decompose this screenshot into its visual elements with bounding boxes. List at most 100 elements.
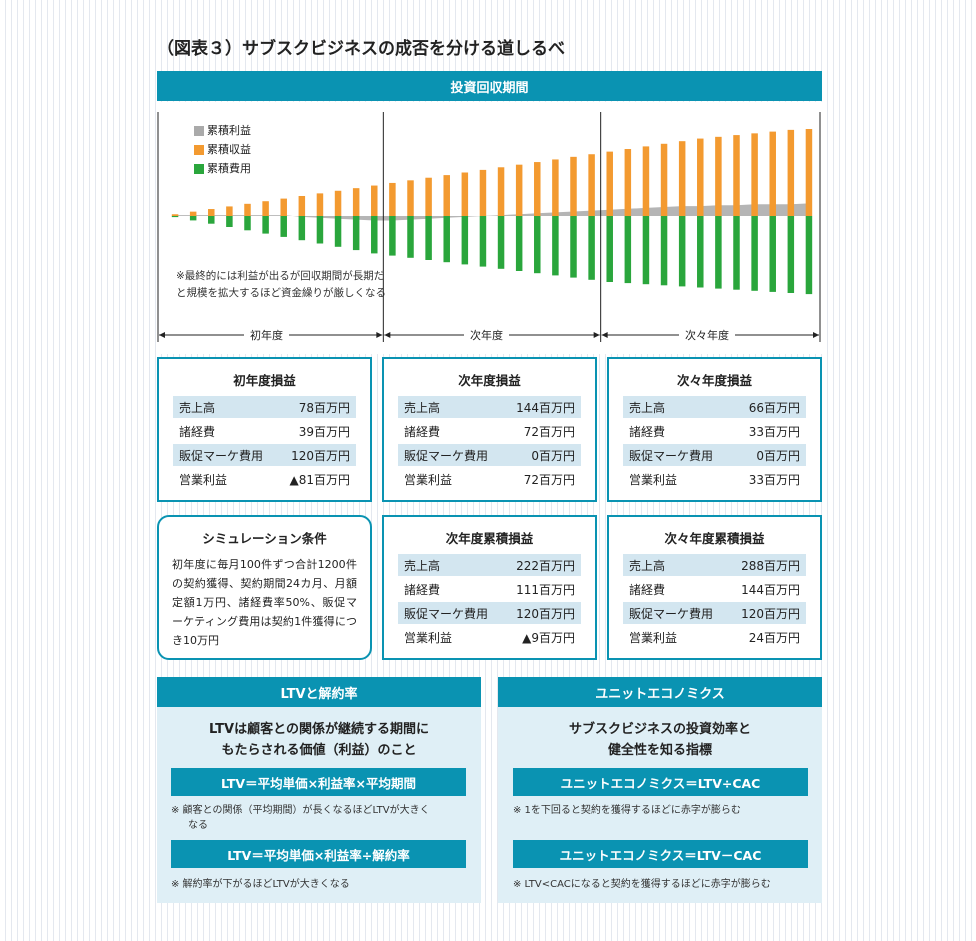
- row-label: 売上高: [629, 558, 666, 573]
- unit-note-ratio: ※ 1を下回ると契約を獲得するほどに赤字が膨らむ: [513, 805, 741, 816]
- row-label: 販促マーケ費用: [629, 606, 714, 621]
- revenue-bar: [280, 198, 287, 216]
- cost-bar: [298, 216, 306, 241]
- table-row: 営業利益 24百万円: [623, 626, 806, 648]
- table-row: 販促マーケ費用 0百万円: [398, 444, 581, 466]
- table-row: 販促マーケ費用 0百万円: [623, 444, 806, 466]
- revenue-bar: [407, 180, 414, 216]
- unit-note-difference: ※ LTV<CACになると契約を獲得するほどに赤字が膨らむ: [513, 879, 771, 890]
- row-value: 33百万円: [748, 424, 800, 439]
- legend-swatch-revenue: [194, 144, 204, 155]
- row-value: 33百万円: [748, 472, 800, 487]
- ltv-panel-header: LTVと解約率: [157, 677, 481, 707]
- table-row: 諸経費 39百万円: [173, 420, 356, 442]
- period-arrow-head-right: [376, 332, 383, 338]
- period-arrow-head-right: [813, 332, 819, 338]
- revenue-bar: [208, 209, 215, 216]
- row-label: 売上高: [179, 400, 216, 415]
- revenue-bar: [389, 182, 396, 216]
- ltv-lead-line1: LTVは顧客との関係が継続する期間に: [209, 722, 429, 737]
- cost-bar: [660, 216, 668, 286]
- row-label: 諸経費: [404, 582, 441, 597]
- cost-bar: [226, 216, 233, 227]
- cost-bar: [497, 216, 505, 269]
- row-label: 諸経費: [179, 424, 216, 439]
- cost-bar: [733, 216, 740, 290]
- card-year2-pl: 次年度損益 売上高 144百万円 諸経費 72百万円 販促マーケ費用 0百万円 営業利…: [382, 357, 597, 502]
- chart-area: [157, 102, 822, 354]
- period-arrow-head-left: [159, 332, 165, 338]
- cost-bar: [389, 216, 396, 256]
- revenue-bar: [425, 177, 432, 216]
- unit-panel-header: ユニットエコノミクス: [498, 677, 822, 707]
- chart-legend: 累積利益 累積収益 累積費用: [194, 121, 251, 178]
- revenue-bar: [497, 167, 505, 216]
- revenue-bar: [606, 151, 613, 216]
- table-row: 諸経費 111百万円: [398, 578, 581, 600]
- ltv-formula-churn: LTV＝平均単価×利益率÷解約率: [171, 840, 466, 868]
- revenue-bar: [552, 159, 559, 216]
- row-value: 111百万円: [516, 582, 575, 597]
- legend-item-revenue: 累積収益: [194, 140, 251, 159]
- revenue-bar: [787, 129, 795, 216]
- ltv-note-period: ※ 顧客との関係（平均期間）が長くなるほどLTVが大きく なる: [171, 803, 471, 833]
- cost-bar: [570, 216, 577, 278]
- ltv-note-period-line1: ※ 顧客との関係（平均期間）が長くなるほどLTVが大きく: [171, 805, 430, 816]
- cost-bar: [805, 216, 813, 295]
- card-year2-cumulative: 次年度累積損益 売上高 222百万円 諸経費 111百万円 販促マーケ費用 120百万…: [382, 515, 597, 660]
- row-value: 24百万円: [748, 630, 800, 645]
- simulation-conditions: シミュレーション条件 初年度に毎月100件ずつ合計1200件の契約獲得、契約期間…: [157, 515, 372, 660]
- table-row: 諸経費 144百万円: [623, 578, 806, 600]
- card-title: 次々年度損益: [676, 373, 752, 388]
- table-row: 売上高 78百万円: [173, 396, 356, 418]
- table-row: 販促マーケ費用 120百万円: [623, 602, 806, 624]
- unit-lead-line1: サブスクビジネスの投資効率と: [568, 722, 751, 737]
- row-label: 営業利益: [629, 630, 678, 645]
- cost-bar: [262, 216, 269, 234]
- legend-item-profit: 累積利益: [194, 121, 251, 140]
- ltv-formula-period: LTV＝平均単価×利益率×平均期間: [171, 768, 466, 796]
- table-row: 営業利益 ▲9百万円: [398, 626, 581, 648]
- cost-bar: [479, 216, 487, 267]
- ltv-lead-line2: もたらされる価値（利益）のこと: [221, 743, 417, 758]
- cost-bar: [515, 216, 523, 271]
- row-label: 営業利益: [404, 472, 453, 487]
- revenue-bar: [678, 141, 686, 216]
- revenue-bar: [316, 193, 324, 216]
- cumulative-profit-area: [175, 203, 809, 221]
- row-label: 営業利益: [404, 630, 453, 645]
- revenue-bar: [334, 190, 342, 216]
- row-value: ▲9百万円: [522, 630, 575, 645]
- table-row: 販促マーケ費用 120百万円: [173, 444, 356, 466]
- revenue-bar: [443, 175, 450, 216]
- simulation-text: 初年度に毎月100件ずつ合計1200件の契約獲得、契約期間24カ月、月額定額1万…: [172, 558, 357, 647]
- row-label: 販促マーケ費用: [404, 448, 489, 463]
- ltv-note-churn: ※ 解約率が下がるほどLTVが大きくなる: [171, 879, 350, 890]
- row-value: 144百万円: [516, 400, 575, 415]
- cost-bar: [461, 216, 469, 265]
- row-value: 78百万円: [298, 400, 350, 415]
- period-label-year2: 次年度: [464, 327, 509, 343]
- cost-bar: [769, 216, 776, 292]
- legend-label-cost: 累積費用: [207, 162, 251, 175]
- row-value: 120百万円: [516, 606, 575, 621]
- simulation-title: シミュレーション条件: [202, 531, 327, 546]
- revenue-bar: [171, 214, 179, 216]
- revenue-bar: [298, 195, 306, 216]
- cost-bar: [715, 216, 722, 289]
- cost-bar: [624, 216, 632, 284]
- table-row: 諸経費 33百万円: [623, 420, 806, 442]
- revenue-bar: [352, 188, 360, 216]
- card-year3-cumulative: 次々年度累積損益 売上高 288百万円 諸経費 144百万円 販促マーケ費用 120百…: [607, 515, 822, 660]
- legend-label-revenue: 累積収益: [207, 143, 251, 156]
- period-label-year3: 次々年度: [679, 327, 735, 343]
- figure-title: （図表３）サブスクビジネスの成否を分ける道しるべ: [157, 39, 565, 59]
- table-row: 売上高 66百万円: [623, 396, 806, 418]
- ltv-note-period-line2: なる: [188, 820, 208, 831]
- card-year3-pl: 次々年度損益 売上高 66百万円 諸経費 33百万円 販促マーケ費用 0百万円 営業利…: [607, 357, 822, 502]
- revenue-bar: [515, 164, 523, 216]
- row-value: 0百万円: [531, 448, 575, 463]
- row-value: 72百万円: [523, 424, 575, 439]
- chart-annotation: ※最終的には利益が出るが回収期間が長期だと規模を拡大するほど資金繰りが厳しくなる: [176, 270, 386, 299]
- revenue-bar: [697, 138, 704, 216]
